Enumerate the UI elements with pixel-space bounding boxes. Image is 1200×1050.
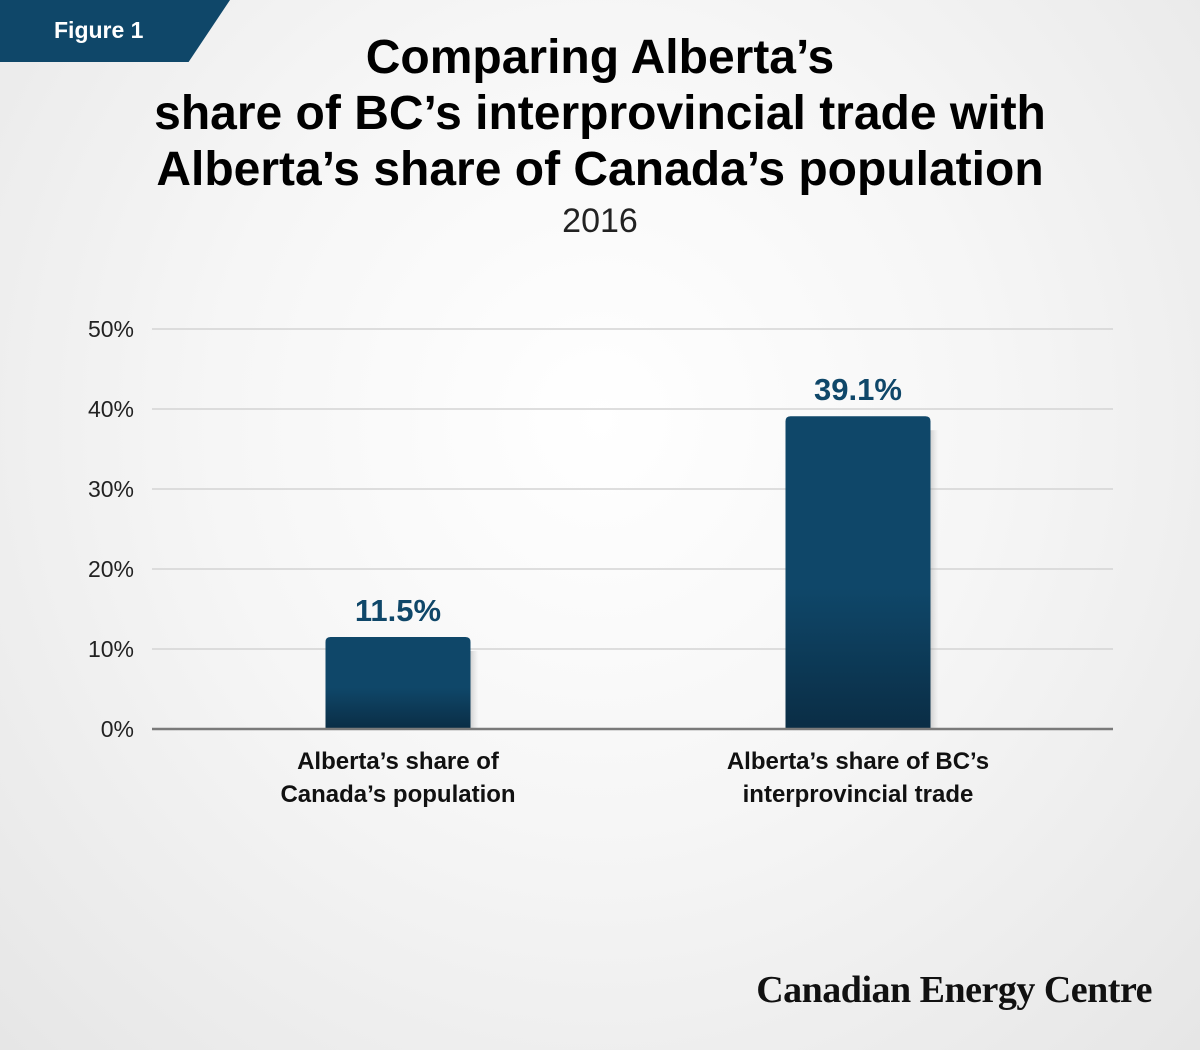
chart-title-line-1: Comparing Alberta’s [365, 31, 835, 84]
chart-title-line-3: Alberta’s share of Canada’s population [156, 143, 1044, 196]
y-tick-label: 40% [88, 396, 134, 422]
x-category-label-population-line-1: Alberta’s share of [297, 748, 499, 775]
figure-tag: Figure 1 [0, 0, 230, 62]
chart-title-line-2: share of BC’s interprovincial trade with [154, 87, 1046, 140]
x-category-label-trade: Alberta’s share of BC’s interprovincial … [688, 745, 1028, 811]
x-category-label-trade-line-1: Alberta’s share of BC’s [726, 748, 990, 775]
bar-shadow [928, 430, 939, 729]
y-tick-label: 20% [88, 556, 134, 582]
figure-label: Figure 1 [54, 17, 144, 43]
bar-0 [325, 637, 471, 729]
chart-title: Comparing Alberta’s share of BC’s interp… [0, 30, 1200, 198]
x-category-label-population-line-2: Canada’s population [280, 781, 516, 808]
y-tick-label: 0% [101, 716, 134, 742]
y-tick-label: 10% [88, 636, 134, 662]
bar-shadow [468, 651, 479, 729]
x-category-label-population: Alberta’s share of Canada’s population [228, 745, 568, 811]
data-label-1: 39.1% [814, 372, 902, 407]
data-label-0: 11.5% [355, 593, 441, 628]
bar-1 [785, 416, 931, 729]
chart-subtitle: 2016 [562, 202, 638, 240]
x-category-label-trade-line-2: interprovincial trade [742, 781, 974, 808]
y-tick-label: 50% [88, 316, 134, 342]
y-tick-label: 30% [88, 476, 134, 502]
brand-logo-text: Canadian Energy Centre [756, 969, 1152, 1011]
